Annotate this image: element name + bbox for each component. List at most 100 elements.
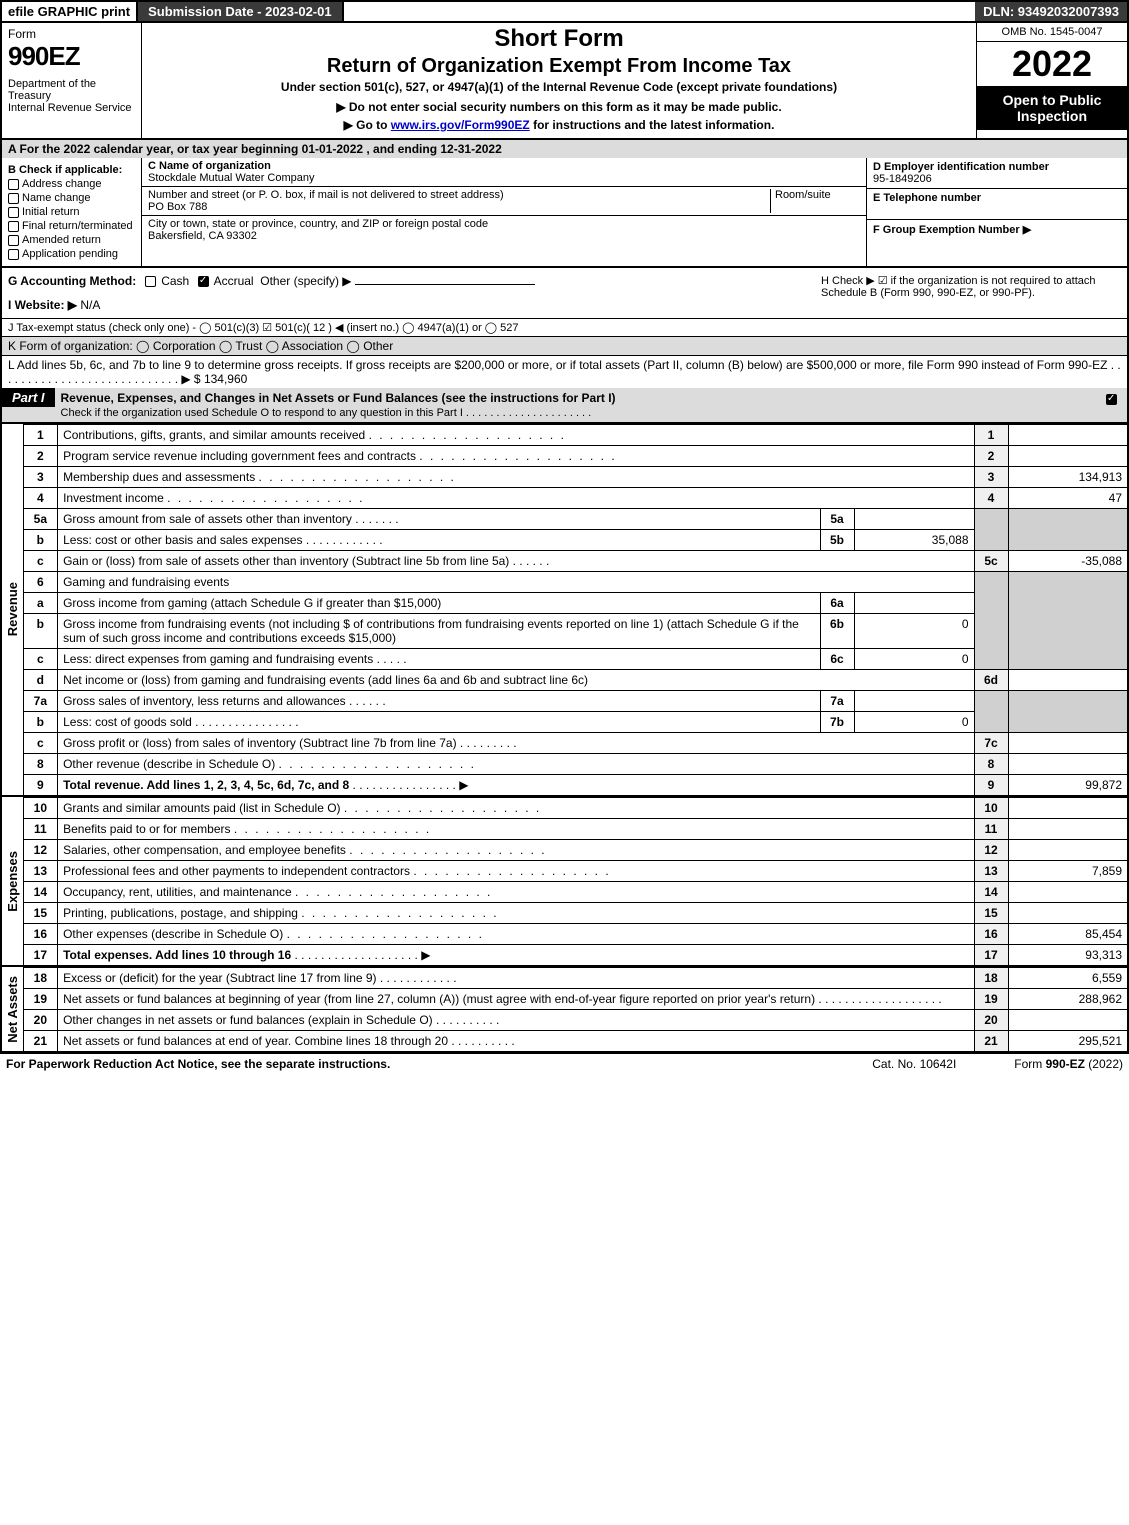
form-header: Form 990EZ Department of the Treasury In… (0, 23, 1129, 140)
revenue-table: 1Contributions, gifts, grants, and simil… (24, 424, 1129, 797)
org-name: Stockdale Mutual Water Company (148, 172, 315, 184)
line-9-amt: 99,872 (1008, 775, 1128, 797)
line-5c-amt: -35,088 (1008, 551, 1128, 572)
line-6a-desc: Gross income from gaming (attach Schedul… (63, 596, 441, 610)
line-19-amt: 288,962 (1008, 989, 1128, 1010)
line-17-amt: 93,313 (1008, 945, 1128, 967)
line-16-amt: 85,454 (1008, 924, 1128, 945)
g-accrual: Accrual (214, 274, 254, 288)
line-7c-desc: Gross profit or (loss) from sales of inv… (63, 736, 456, 750)
b-label: B Check if applicable: (8, 164, 122, 176)
opt-initial-return: Initial return (22, 206, 79, 218)
expenses-table: 10Grants and similar amounts paid (list … (24, 797, 1129, 967)
main-title: Return of Organization Exempt From Incom… (150, 55, 968, 78)
room-suite-label: Room/suite (770, 189, 860, 213)
c-name-label: C Name of organization (148, 160, 271, 172)
col-def: D Employer identification number 95-1849… (867, 158, 1127, 266)
line-6d-desc: Net income or (loss) from gaming and fun… (58, 670, 974, 691)
e-phone-label: E Telephone number (873, 192, 981, 204)
opt-amended: Amended return (22, 234, 101, 246)
line-5b-desc: Less: cost or other basis and sales expe… (63, 533, 302, 547)
line-5b-amt: 35,088 (854, 530, 974, 551)
col-c: C Name of organization Stockdale Mutual … (142, 158, 867, 266)
netassets-table: 18Excess or (deficit) for the year (Subt… (24, 967, 1129, 1053)
org-address: PO Box 788 (148, 201, 207, 213)
line-14-desc: Occupancy, rent, utilities, and maintena… (63, 885, 292, 899)
note-link: ▶ Go to www.irs.gov/Form990EZ for instru… (150, 118, 968, 132)
expenses-label: Expenses (3, 847, 22, 916)
line-13-desc: Professional fees and other payments to … (63, 864, 410, 878)
line-6c-desc: Less: direct expenses from gaming and fu… (63, 652, 373, 666)
header-left: Form 990EZ Department of the Treasury In… (2, 23, 142, 138)
line-4-desc: Investment income (63, 491, 164, 505)
part-i-header: Part I Revenue, Expenses, and Changes in… (0, 388, 1129, 424)
opt-address-change: Address change (22, 178, 102, 190)
l-text: L Add lines 5b, 6c, and 7b to line 9 to … (8, 358, 1121, 386)
col-b: B Check if applicable: Address change Na… (2, 158, 142, 266)
chk-accrual[interactable] (198, 276, 209, 287)
chk-address-change[interactable] (8, 179, 19, 190)
row-j: J Tax-exempt status (check only one) - ◯… (0, 318, 1129, 336)
note2-pre: ▶ Go to (344, 118, 391, 132)
line-16-desc: Other expenses (describe in Schedule O) (63, 927, 283, 941)
chk-initial-return[interactable] (8, 207, 19, 218)
chk-amended[interactable] (8, 235, 19, 246)
chk-final-return[interactable] (8, 221, 19, 232)
opt-app-pending: Application pending (22, 248, 118, 260)
part-i-sub: Check if the organization used Schedule … (61, 407, 592, 419)
opt-final-return: Final return/terminated (22, 220, 133, 232)
line-13-amt: 7,859 (1008, 861, 1128, 882)
ein-value: 95-1849206 (873, 173, 932, 185)
line-18-desc: Excess or (deficit) for the year (Subtra… (63, 971, 376, 985)
inspection-badge: Open to Public Inspection (977, 86, 1127, 130)
part-i-check[interactable] (1106, 394, 1117, 405)
h-note: H Check ▶ ☑ if the organization is not r… (821, 274, 1121, 312)
block-b-to-f: B Check if applicable: Address change Na… (0, 158, 1129, 268)
line-6c-amt: 0 (854, 649, 974, 670)
line-9-desc: Total revenue. Add lines 1, 2, 3, 4, 5c,… (63, 778, 349, 792)
efile-label[interactable]: efile GRAPHIC print (2, 2, 136, 21)
note2-post: for instructions and the latest informat… (530, 118, 775, 132)
g-label: G Accounting Method: (8, 274, 136, 288)
line-3-amt: 134,913 (1008, 467, 1128, 488)
line-12-desc: Salaries, other compensation, and employ… (63, 843, 346, 857)
line-21-amt: 295,521 (1008, 1031, 1128, 1053)
chk-cash[interactable] (145, 276, 156, 287)
line-20-desc: Other changes in net assets or fund bala… (63, 1013, 433, 1027)
chk-app-pending[interactable] (8, 249, 19, 260)
footer-catno: Cat. No. 10642I (814, 1057, 1014, 1071)
line-19-desc: Net assets or fund balances at beginning… (63, 992, 815, 1006)
line-1-desc: Contributions, gifts, grants, and simila… (63, 428, 365, 442)
footer-right: Form 990-EZ (2022) (1014, 1057, 1123, 1071)
g-cash: Cash (161, 274, 189, 288)
row-g-h: G Accounting Method: Cash Accrual Other … (0, 268, 1129, 318)
part-i-tag: Part I (2, 388, 55, 407)
top-bar: efile GRAPHIC print Submission Date - 20… (0, 0, 1129, 23)
line-5a-desc: Gross amount from sale of assets other t… (63, 512, 352, 526)
form-word: Form (8, 27, 135, 41)
footer-left: For Paperwork Reduction Act Notice, see … (6, 1057, 814, 1071)
f-group-label: F Group Exemption Number ▶ (873, 224, 1031, 236)
part-i-title: Revenue, Expenses, and Changes in Net As… (61, 391, 616, 405)
page-footer: For Paperwork Reduction Act Notice, see … (0, 1053, 1129, 1074)
line-7a-desc: Gross sales of inventory, less returns a… (63, 694, 346, 708)
line-7b-amt: 0 (854, 712, 974, 733)
line-17-desc: Total expenses. Add lines 10 through 16 (63, 948, 291, 962)
g-other: Other (specify) ▶ (260, 274, 351, 288)
line-10-desc: Grants and similar amounts paid (list in… (63, 801, 340, 815)
row-a-text: A For the 2022 calendar year, or tax yea… (8, 142, 502, 156)
line-6b-amt: 0 (854, 614, 974, 649)
line-6-desc: Gaming and fundraising events (58, 572, 974, 593)
row-k: K Form of organization: ◯ Corporation ◯ … (0, 336, 1129, 355)
form-number: 990EZ (8, 41, 135, 72)
short-form-title: Short Form (150, 25, 968, 53)
d-ein-label: D Employer identification number (873, 161, 1049, 173)
header-center: Short Form Return of Organization Exempt… (142, 23, 977, 138)
line-15-desc: Printing, publications, postage, and shi… (63, 906, 298, 920)
i-label: I Website: ▶ (8, 298, 77, 312)
row-a: A For the 2022 calendar year, or tax yea… (0, 140, 1129, 158)
org-city: Bakersfield, CA 93302 (148, 230, 257, 242)
line-4-amt: 47 (1008, 488, 1128, 509)
irs-link[interactable]: www.irs.gov/Form990EZ (391, 118, 530, 132)
chk-name-change[interactable] (8, 193, 19, 204)
